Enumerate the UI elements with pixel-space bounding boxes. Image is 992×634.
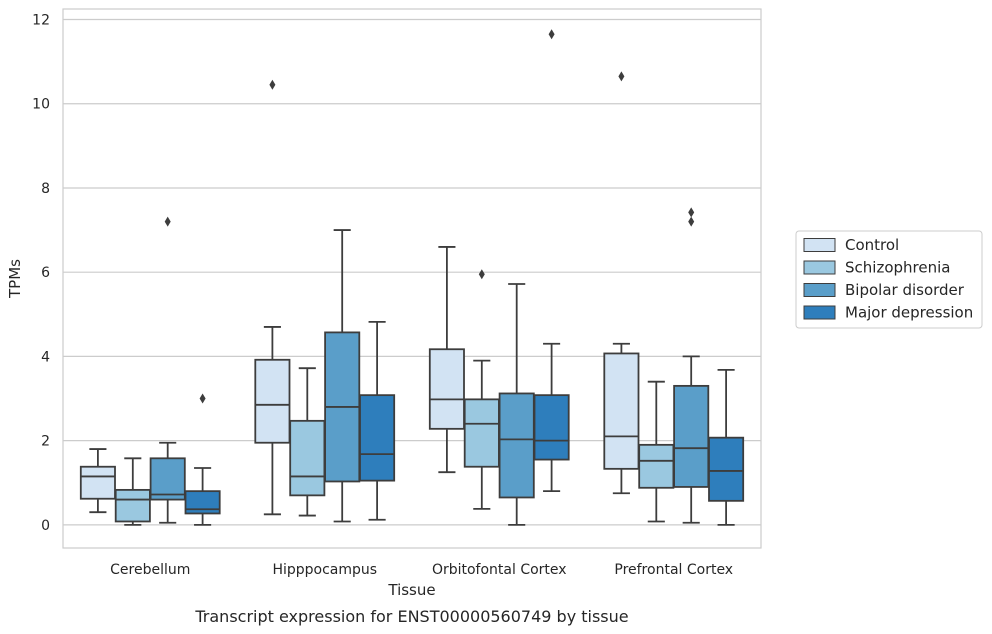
box-iqr — [533, 394, 570, 461]
box-iqr — [638, 443, 675, 489]
x-tick-labels: Cerebellum Hipppocampus Orbitofontal Corte… — [110, 562, 733, 578]
outlier-point — [688, 207, 695, 218]
legend-swatch — [803, 283, 836, 297]
legend-label: Control — [845, 236, 899, 254]
boxes — [79, 29, 745, 526]
y-tick-label: 10 — [32, 97, 50, 113]
grid-lines — [63, 18, 761, 526]
plot-frame — [62, 8, 762, 549]
box-control — [79, 448, 116, 514]
legend-label: Major depression — [845, 304, 973, 322]
outlier-point — [199, 393, 206, 404]
y-tick-labels: 0 2 4 6 8 10 12 — [32, 13, 50, 534]
box-major-depression — [359, 320, 396, 521]
x-tick-label: Prefrontal Cortex — [614, 562, 733, 578]
box-iqr — [463, 398, 500, 468]
y-tick-label: 8 — [41, 181, 50, 197]
x-tick-label: Cerebellum — [110, 562, 190, 578]
box-iqr — [79, 465, 116, 500]
outlier-point — [269, 79, 276, 90]
legend-swatch — [803, 305, 836, 320]
box-control — [254, 79, 291, 516]
legend-frame — [795, 230, 983, 329]
outlier-point — [548, 29, 555, 40]
box-iqr — [428, 348, 465, 430]
outlier-point — [478, 269, 485, 280]
box-major-depression — [533, 29, 570, 493]
box-iqr — [673, 384, 710, 488]
y-tick-label: 4 — [41, 349, 50, 365]
y-axis-label: TPMs — [6, 259, 24, 299]
legend-label: Bipolar disorder — [845, 281, 965, 299]
box-iqr — [289, 419, 326, 497]
box-control — [428, 246, 465, 474]
x-tick-label: Hipppocampus — [272, 562, 377, 578]
y-tick-label: 6 — [41, 265, 50, 281]
legend: Control Schizophrenia Bipolar disorder Majo… — [795, 230, 983, 329]
chart-caption: Transcript expression for ENST0000056074… — [194, 607, 628, 626]
box-major-depression — [708, 368, 745, 526]
y-tick-label: 12 — [32, 13, 50, 29]
box-iqr — [708, 436, 745, 502]
box-iqr — [603, 352, 640, 470]
box-iqr — [498, 392, 535, 499]
box-bipolar-disorder — [324, 229, 361, 523]
y-tick-label: 0 — [41, 518, 50, 534]
outlier-point — [688, 216, 695, 227]
box-bipolar-disorder — [673, 207, 710, 524]
box-bipolar-disorder — [149, 216, 186, 524]
box-iqr — [114, 488, 151, 523]
box-bipolar-disorder — [498, 283, 535, 526]
box-schizophrenia — [114, 457, 151, 526]
box-iqr — [184, 490, 221, 515]
box-iqr — [149, 457, 186, 501]
x-axis-label: Tissue — [387, 581, 435, 599]
box-major-depression — [184, 393, 221, 526]
outlier-point — [618, 71, 625, 82]
legend-swatch — [803, 260, 836, 275]
box-schizophrenia — [289, 367, 326, 517]
y-tick-label: 2 — [41, 434, 50, 450]
box-iqr — [359, 394, 396, 482]
box-schizophrenia — [638, 380, 675, 523]
box-iqr — [254, 358, 291, 444]
box-schizophrenia — [463, 269, 500, 510]
legend-label: Schizophrenia — [845, 259, 950, 277]
legend-swatch — [803, 238, 836, 252]
outlier-point — [164, 216, 171, 227]
box-control — [603, 71, 640, 495]
x-tick-label: Orbitofontal Cortex — [432, 562, 567, 578]
